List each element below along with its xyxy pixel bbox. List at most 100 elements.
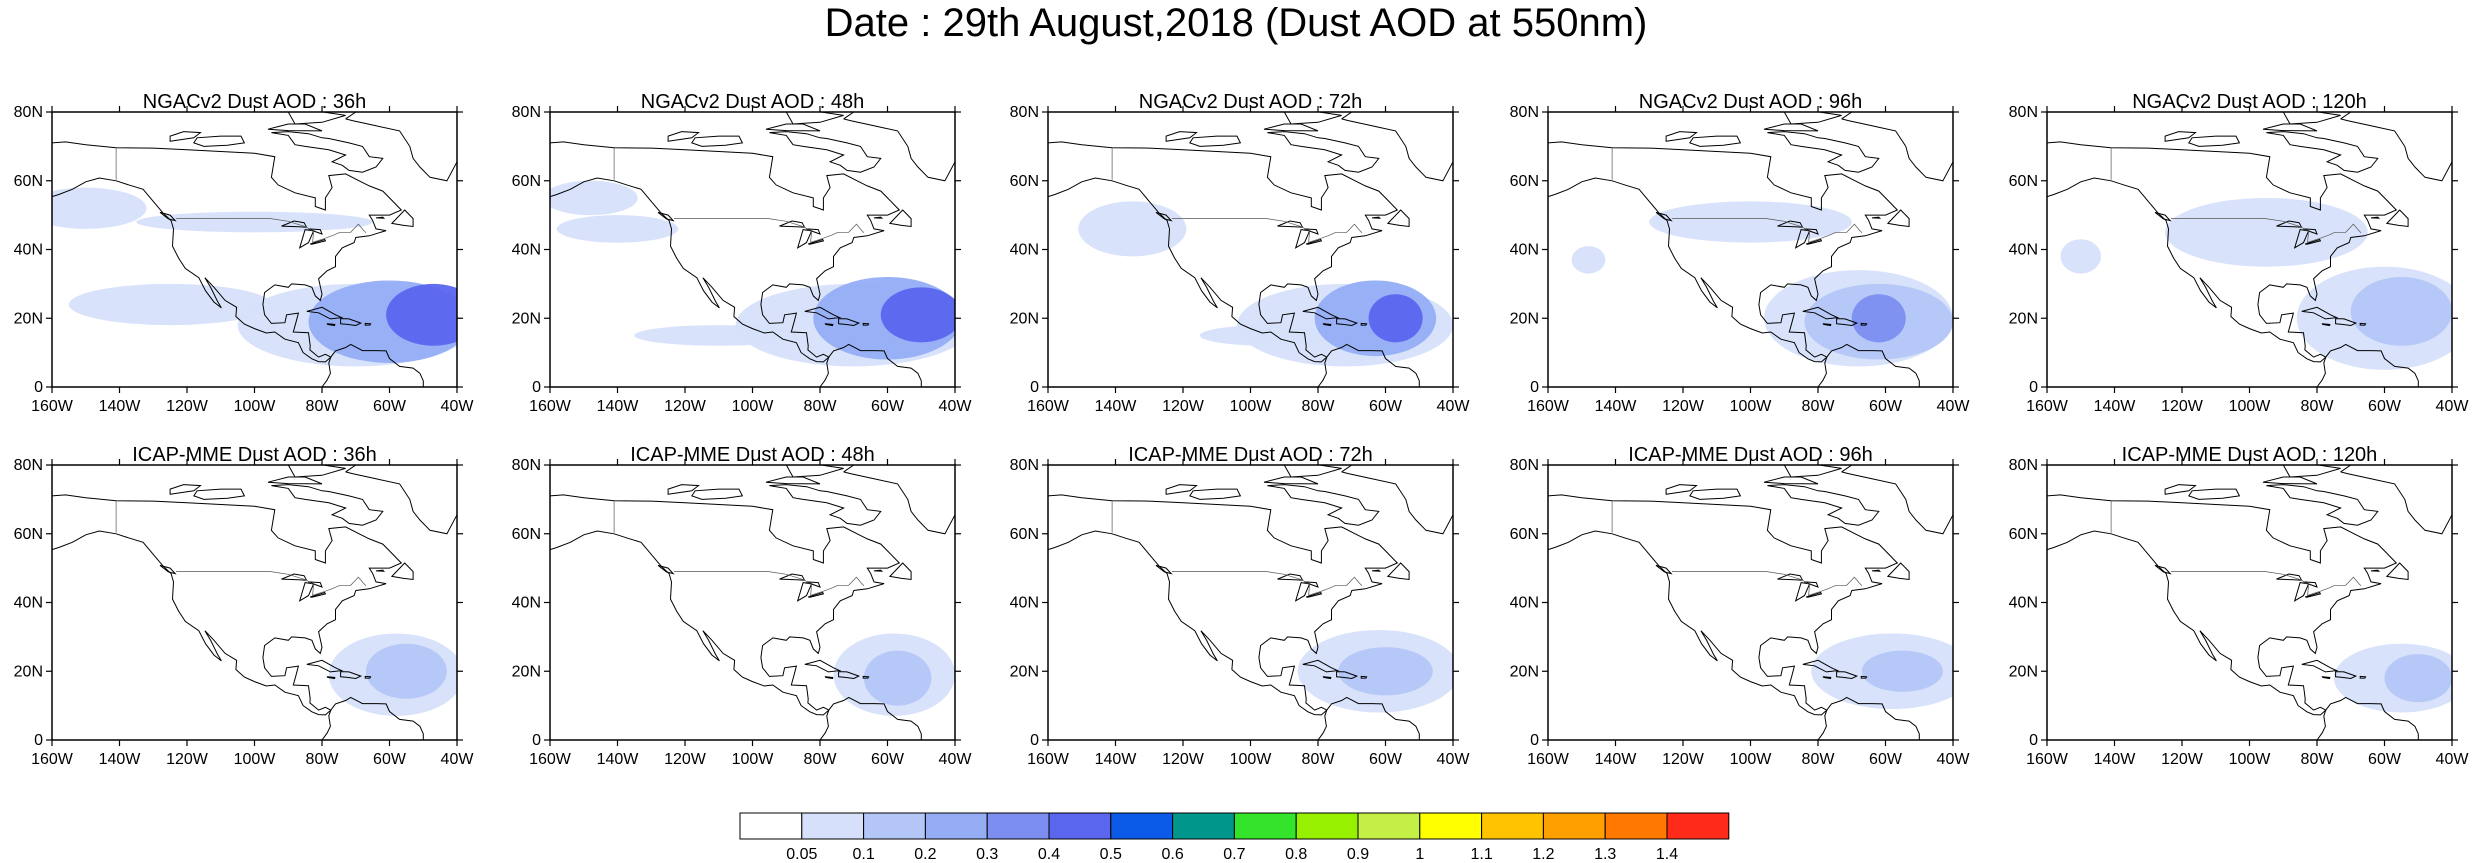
coastline-greenland: [2341, 455, 2452, 472]
aod-plume: [1338, 647, 1433, 695]
lon-tick-label: 120W: [1662, 751, 1705, 768]
lat-tick-label: 40N: [512, 242, 541, 259]
colorbar-label: 0.4: [1038, 846, 1060, 863]
lon-tick-label: 140W: [1595, 751, 1638, 768]
lon-tick-label: 60W: [2368, 398, 2402, 415]
island: [300, 230, 314, 248]
us-canada-border: [2171, 572, 2361, 596]
colorbar-label: 1.1: [1470, 846, 1492, 863]
colorbar-label: 0.1: [852, 846, 874, 863]
colorbar-swatch: [1049, 813, 1111, 839]
colorbar-label: 1.3: [1594, 846, 1616, 863]
lon-tick-label: 60W: [1369, 398, 1403, 415]
aod-plume: [543, 181, 638, 215]
lon-tick-label: 160W: [31, 398, 74, 415]
lon-tick-label: 160W: [529, 751, 572, 768]
lon-tick-label: 100W: [234, 398, 277, 415]
island: [2302, 660, 2337, 672]
lon-tick-label: 80W: [1802, 398, 1836, 415]
lat-tick-label: 60N: [14, 173, 43, 190]
lon-tick-label: 100W: [2229, 398, 2272, 415]
island: [1764, 477, 1818, 484]
coastline-greenland-south: [2341, 119, 2452, 181]
colorbar-label: 0.3: [976, 846, 998, 863]
island: [271, 485, 382, 526]
lon-tick-label: 140W: [1095, 398, 1138, 415]
island: [194, 136, 245, 146]
lon-tick-label: 120W: [166, 751, 209, 768]
coastline-greenland-south: [1842, 472, 1953, 534]
lon-tick-label: 40W: [1937, 398, 1971, 415]
lat-tick-label: 20N: [2009, 663, 2038, 680]
island: [1190, 136, 1241, 146]
lat-tick-label: 40N: [1510, 242, 1539, 259]
lat-tick-label: 80N: [1010, 104, 1039, 121]
island: [268, 124, 322, 131]
colorbar-label: 0.8: [1285, 846, 1307, 863]
colorbar-label: 0.7: [1223, 846, 1245, 863]
island: [376, 217, 384, 218]
lat-tick-label: 60N: [2009, 526, 2038, 543]
aod-plume: [2385, 654, 2453, 702]
lat-tick-label: 80N: [512, 457, 541, 474]
lat-tick-label: 60N: [14, 526, 43, 543]
dust-aod-field: [25, 188, 481, 367]
lat-tick-label: 20N: [1510, 310, 1539, 327]
island: [798, 583, 812, 601]
island: [1296, 230, 1310, 248]
island: [1656, 565, 1671, 573]
lon-tick-label: 60W: [1869, 751, 1903, 768]
lat-tick-label: 80N: [2009, 104, 2038, 121]
lon-tick-label: 80W: [306, 751, 340, 768]
lat-tick-label: 20N: [512, 310, 541, 327]
lon-tick-label: 160W: [1027, 751, 1070, 768]
lat-tick-label: 40N: [1010, 595, 1039, 612]
island: [798, 230, 812, 248]
lat-tick-label: 20N: [14, 663, 43, 680]
lat-tick-label: 40N: [14, 242, 43, 259]
lon-tick-label: 120W: [664, 398, 707, 415]
colorbar-label: 0.6: [1161, 846, 1183, 863]
lon-tick-label: 100W: [1230, 751, 1273, 768]
lon-tick-label: 60W: [373, 398, 407, 415]
colorbar-label: 0.5: [1100, 846, 1122, 863]
aod-plume: [386, 284, 481, 346]
lon-tick-label: 120W: [166, 398, 209, 415]
coastline-greenland: [1342, 455, 1453, 472]
island: [766, 477, 820, 484]
lon-tick-label: 120W: [1162, 751, 1205, 768]
lat-tick-label: 60N: [1010, 526, 1039, 543]
coastline-greenland-south: [1842, 119, 1953, 181]
colorbar-swatch: [864, 813, 926, 839]
island: [1296, 583, 1310, 601]
island: [1264, 477, 1318, 484]
lon-tick-label: 100W: [732, 751, 775, 768]
lon-tick-label: 160W: [31, 751, 74, 768]
lon-tick-label: 40W: [939, 751, 973, 768]
aod-plume: [1572, 246, 1606, 274]
aod-plume: [2061, 239, 2102, 273]
lon-tick-label: 40W: [441, 398, 475, 415]
lat-tick-label: 40N: [1010, 242, 1039, 259]
island: [2189, 136, 2240, 146]
lat-tick-label: 60N: [512, 173, 541, 190]
lon-tick-label: 100W: [2229, 751, 2272, 768]
lon-tick-label: 60W: [871, 398, 905, 415]
coastline-greenland-south: [346, 119, 457, 181]
island: [692, 489, 743, 499]
lat-tick-label: 0: [2029, 732, 2038, 749]
lat-tick-label: 20N: [1010, 663, 1039, 680]
aod-plume: [557, 215, 679, 243]
lat-tick-label: 80N: [512, 104, 541, 121]
lon-tick-label: 100W: [732, 398, 775, 415]
dust-aod-field: [1078, 201, 1453, 366]
lat-tick-label: 40N: [14, 595, 43, 612]
island: [825, 677, 832, 679]
colorbar-swatch: [1482, 813, 1544, 839]
